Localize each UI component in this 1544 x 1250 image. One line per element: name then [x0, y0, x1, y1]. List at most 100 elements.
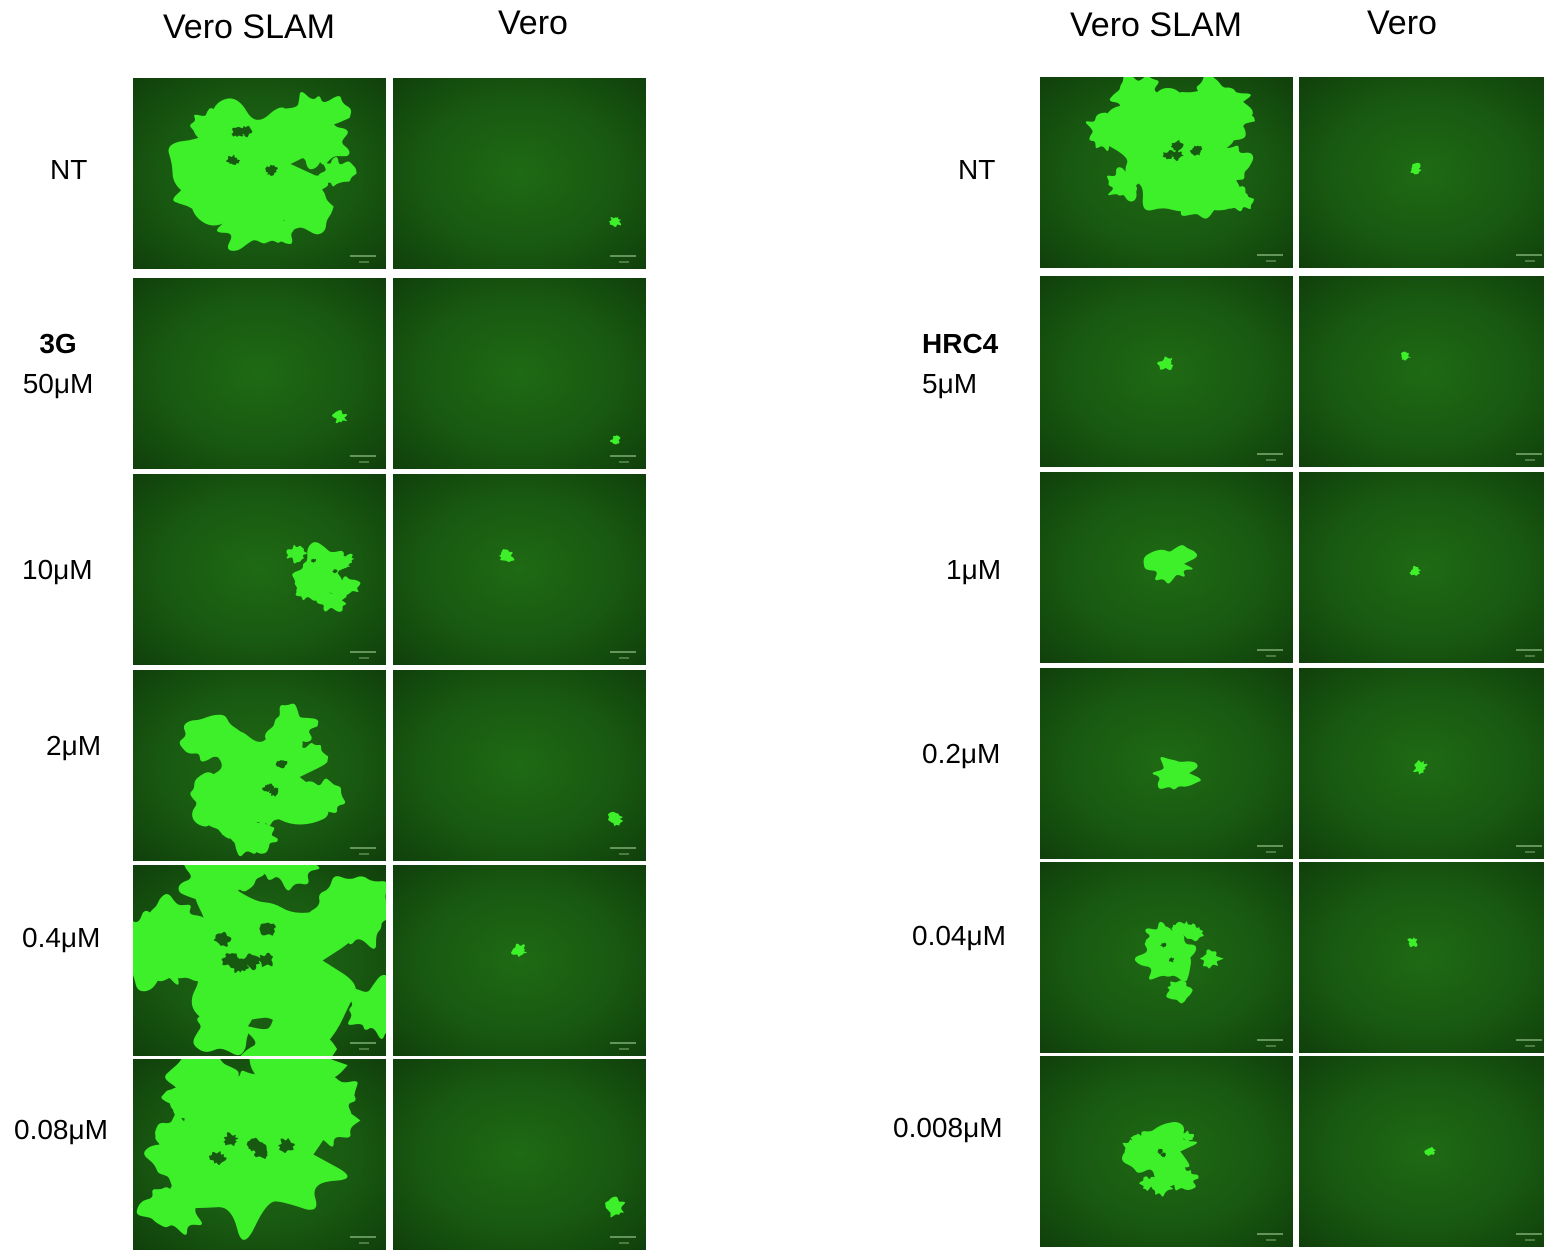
- plaque-lobe: [294, 580, 316, 601]
- plaque-image: [1134, 921, 1224, 1004]
- plaque-lobe: [286, 175, 329, 210]
- plaque-image: [1121, 1122, 1199, 1197]
- plaque-lobe: [305, 121, 350, 165]
- fluorescent-plaque: [1134, 926, 1197, 982]
- plaque-image: [608, 811, 623, 827]
- plaque-lobe: [249, 1059, 348, 1097]
- plaque-image: [1085, 77, 1255, 219]
- plaque-lobe: [299, 1074, 358, 1123]
- vero-slam-micrograph: [1040, 1056, 1293, 1247]
- fluorescent-plaque: [1152, 756, 1201, 790]
- plaque-lobe: [253, 803, 281, 827]
- plaque-image: [332, 410, 348, 424]
- plaque-lobe: [336, 576, 361, 596]
- vero-slam-micrograph: [1040, 668, 1293, 859]
- plaque-lobe: [1109, 77, 1165, 115]
- vero-micrograph: [1299, 1056, 1544, 1247]
- plaque-lobe: [286, 1085, 361, 1149]
- fluorescent-plaque: [1410, 162, 1422, 175]
- plaque-image: [1424, 1147, 1436, 1156]
- plaque-gap: [310, 558, 317, 563]
- scale-bar: [610, 1236, 636, 1244]
- scale-bar: [350, 255, 376, 263]
- row-label: 10μM: [22, 554, 93, 585]
- scale-bar: [1257, 1039, 1283, 1047]
- row-label: 50μM: [22, 368, 94, 399]
- plaque-image: [179, 703, 346, 857]
- plaque-lobe: [190, 772, 243, 827]
- row-label: 1μM: [946, 554, 1002, 585]
- vero-micrograph: [1299, 472, 1544, 663]
- scale-bar: [350, 651, 376, 659]
- plaque-gap: [1189, 145, 1203, 156]
- plaque-gap: [243, 953, 261, 971]
- plaque-gap: [1160, 942, 1167, 948]
- plaque-lobe: [155, 1115, 230, 1179]
- vero-slam-micrograph: [133, 78, 386, 269]
- plaque-gap: [1162, 149, 1173, 160]
- plaque-gap: [253, 1144, 268, 1159]
- plaque-gap: [275, 760, 288, 769]
- fluorescent-plaque: [605, 1196, 626, 1218]
- plaque-lobe: [178, 865, 253, 922]
- plaque-lobe: [344, 974, 386, 1039]
- plaque-lobe: [1145, 921, 1174, 950]
- plaque-lobe: [254, 824, 278, 854]
- plaque-image: [499, 549, 515, 562]
- plaque-image: [1409, 565, 1422, 576]
- scale-bar: [1516, 453, 1542, 461]
- plaque-lobe: [1166, 980, 1193, 1004]
- plaque-lobe: [165, 1059, 250, 1124]
- plaque-lobe: [283, 92, 352, 142]
- plaque-image: [1410, 162, 1422, 175]
- vero-micrograph: [393, 78, 646, 269]
- vero-micrograph: [393, 865, 646, 1056]
- vero-micrograph: [393, 670, 646, 861]
- column-header-vero-slam: Vero SLAM: [1070, 6, 1242, 44]
- plaque-gap: [259, 952, 273, 967]
- scale-bar: [1257, 649, 1283, 657]
- plaque-gap: [265, 164, 278, 176]
- agent-label: HRC4: [922, 328, 999, 359]
- plaque-image: [605, 1196, 626, 1218]
- row-label: 0.008μM: [893, 1112, 1003, 1143]
- row-label: 0.4μM: [22, 922, 101, 953]
- plaque-lobe: [1179, 1130, 1195, 1143]
- plaque-gap: [259, 922, 276, 936]
- fluorescent-plaque: [1409, 565, 1422, 576]
- column-header-vero: Vero: [498, 4, 568, 42]
- vero-micrograph: [1299, 77, 1544, 268]
- vero-slam-micrograph: [133, 1059, 386, 1250]
- vero-micrograph: [393, 474, 646, 665]
- plaque-lobe: [299, 778, 346, 817]
- vero-slam-micrograph: [133, 278, 386, 469]
- scale-bar: [1257, 254, 1283, 262]
- plaque-lobe: [240, 1009, 338, 1056]
- plaque-gap: [1170, 149, 1184, 162]
- plaque-lobe: [1215, 155, 1244, 175]
- plaque-lobe: [136, 1187, 202, 1235]
- plaque-lobe: [1122, 1139, 1144, 1158]
- scale-bar: [350, 1236, 376, 1244]
- plaque-gap: [223, 1132, 239, 1147]
- vero-slam-micrograph: [133, 670, 386, 861]
- plaque-gap: [231, 126, 244, 138]
- fluorescent-plaque: [499, 549, 515, 562]
- agent-label: 3G: [39, 328, 77, 359]
- plaque-gap: [213, 931, 232, 947]
- plaque-image: [1413, 760, 1428, 775]
- row-label: NT: [958, 154, 996, 185]
- plaque-lobe: [133, 908, 199, 992]
- scale-bar: [610, 1042, 636, 1050]
- row-label-with-agent: 3G 50μM: [18, 324, 98, 404]
- plaque-lobe: [1106, 167, 1142, 202]
- plaque-lobe: [190, 107, 239, 143]
- vero-slam-micrograph: [133, 474, 386, 665]
- plaque-lobe: [317, 157, 357, 187]
- plaque-lobe: [336, 559, 351, 571]
- vero-micrograph: [393, 1059, 646, 1250]
- vero-slam-micrograph: [1040, 77, 1293, 268]
- plaque-gap: [332, 569, 338, 574]
- fluorescent-plaque: [332, 410, 348, 424]
- plaque-image: [133, 865, 386, 1056]
